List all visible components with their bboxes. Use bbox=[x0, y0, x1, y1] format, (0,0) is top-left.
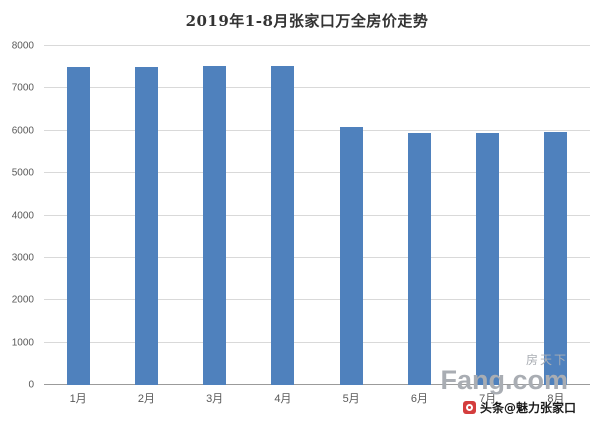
bar-5月 bbox=[339, 127, 363, 385]
x-axis-line bbox=[44, 384, 590, 385]
fang-watermark-cn: 房天下 bbox=[525, 353, 568, 367]
x-tick-label: 2月 bbox=[137, 393, 155, 405]
bar-slot: 1月 bbox=[44, 46, 112, 405]
x-tick-label: 4月 bbox=[274, 393, 292, 405]
bar-slot: 5月 bbox=[317, 46, 385, 405]
x-tick-label: 8月 bbox=[547, 393, 565, 405]
gridline bbox=[44, 299, 590, 301]
y-tick-label: 4000 bbox=[11, 210, 34, 221]
gridline bbox=[44, 87, 590, 89]
x-tick-label: 5月 bbox=[342, 393, 360, 405]
fang-watermark-brand: Fang.com bbox=[440, 365, 568, 395]
gridline bbox=[44, 341, 590, 343]
gridlines bbox=[44, 45, 590, 385]
y-tick-label: 1000 bbox=[11, 337, 34, 349]
toutiao-logo-icon bbox=[462, 401, 476, 414]
bar-slot: 2月 bbox=[112, 46, 180, 405]
x-tick-label: 7月 bbox=[479, 393, 497, 405]
gridline bbox=[44, 214, 590, 216]
bar-slot: 4月 bbox=[249, 46, 317, 405]
bar-2月 bbox=[134, 67, 158, 385]
bar-7月 bbox=[476, 132, 500, 385]
y-tick-label: 2000 bbox=[11, 294, 34, 306]
gridline bbox=[44, 256, 590, 258]
plot-area: 1月 2月 3月 4月 5月 6月 7月 8月 bbox=[44, 45, 590, 405]
toutiao-watermark: 头条@魅力张家口 bbox=[462, 399, 576, 416]
x-tick-label: 1月 bbox=[69, 393, 87, 405]
bars: 1月 2月 3月 4月 5月 6月 7月 8月 bbox=[44, 46, 590, 405]
y-tick-label: 7000 bbox=[11, 82, 34, 94]
bar-slot: 8月 bbox=[522, 46, 590, 405]
bar-1月 bbox=[66, 67, 90, 385]
y-axis-labels: 0 1000 2000 3000 4000 5000 6000 7000 8000 bbox=[0, 41, 38, 391]
gridline bbox=[44, 129, 590, 131]
bar-slot: 6月 bbox=[385, 46, 453, 405]
bar-6月 bbox=[407, 132, 431, 385]
bar-8月 bbox=[544, 131, 568, 385]
bar-4月 bbox=[271, 66, 295, 385]
x-tick-label: 3月 bbox=[206, 393, 224, 405]
bar-slot: 3月 bbox=[181, 46, 249, 405]
toutiao-watermark-label: 头条@魅力张家口 bbox=[479, 401, 576, 415]
chart-title: 2019年1-8月张家口万全房价走势 bbox=[185, 12, 429, 30]
y-tick-label: 6000 bbox=[11, 125, 34, 137]
gridline bbox=[44, 172, 590, 174]
fang-watermark: 房天下 Fang.com bbox=[440, 354, 568, 394]
y-tick-label: 8000 bbox=[11, 40, 34, 52]
y-tick-label: 3000 bbox=[11, 252, 34, 264]
y-tick-label: 0 bbox=[28, 379, 34, 391]
y-tick-label: 5000 bbox=[11, 167, 34, 179]
gridline bbox=[44, 45, 590, 46]
bar-slot: 7月 bbox=[454, 46, 522, 405]
bar-3月 bbox=[203, 66, 227, 385]
x-tick-label: 6月 bbox=[410, 393, 428, 405]
